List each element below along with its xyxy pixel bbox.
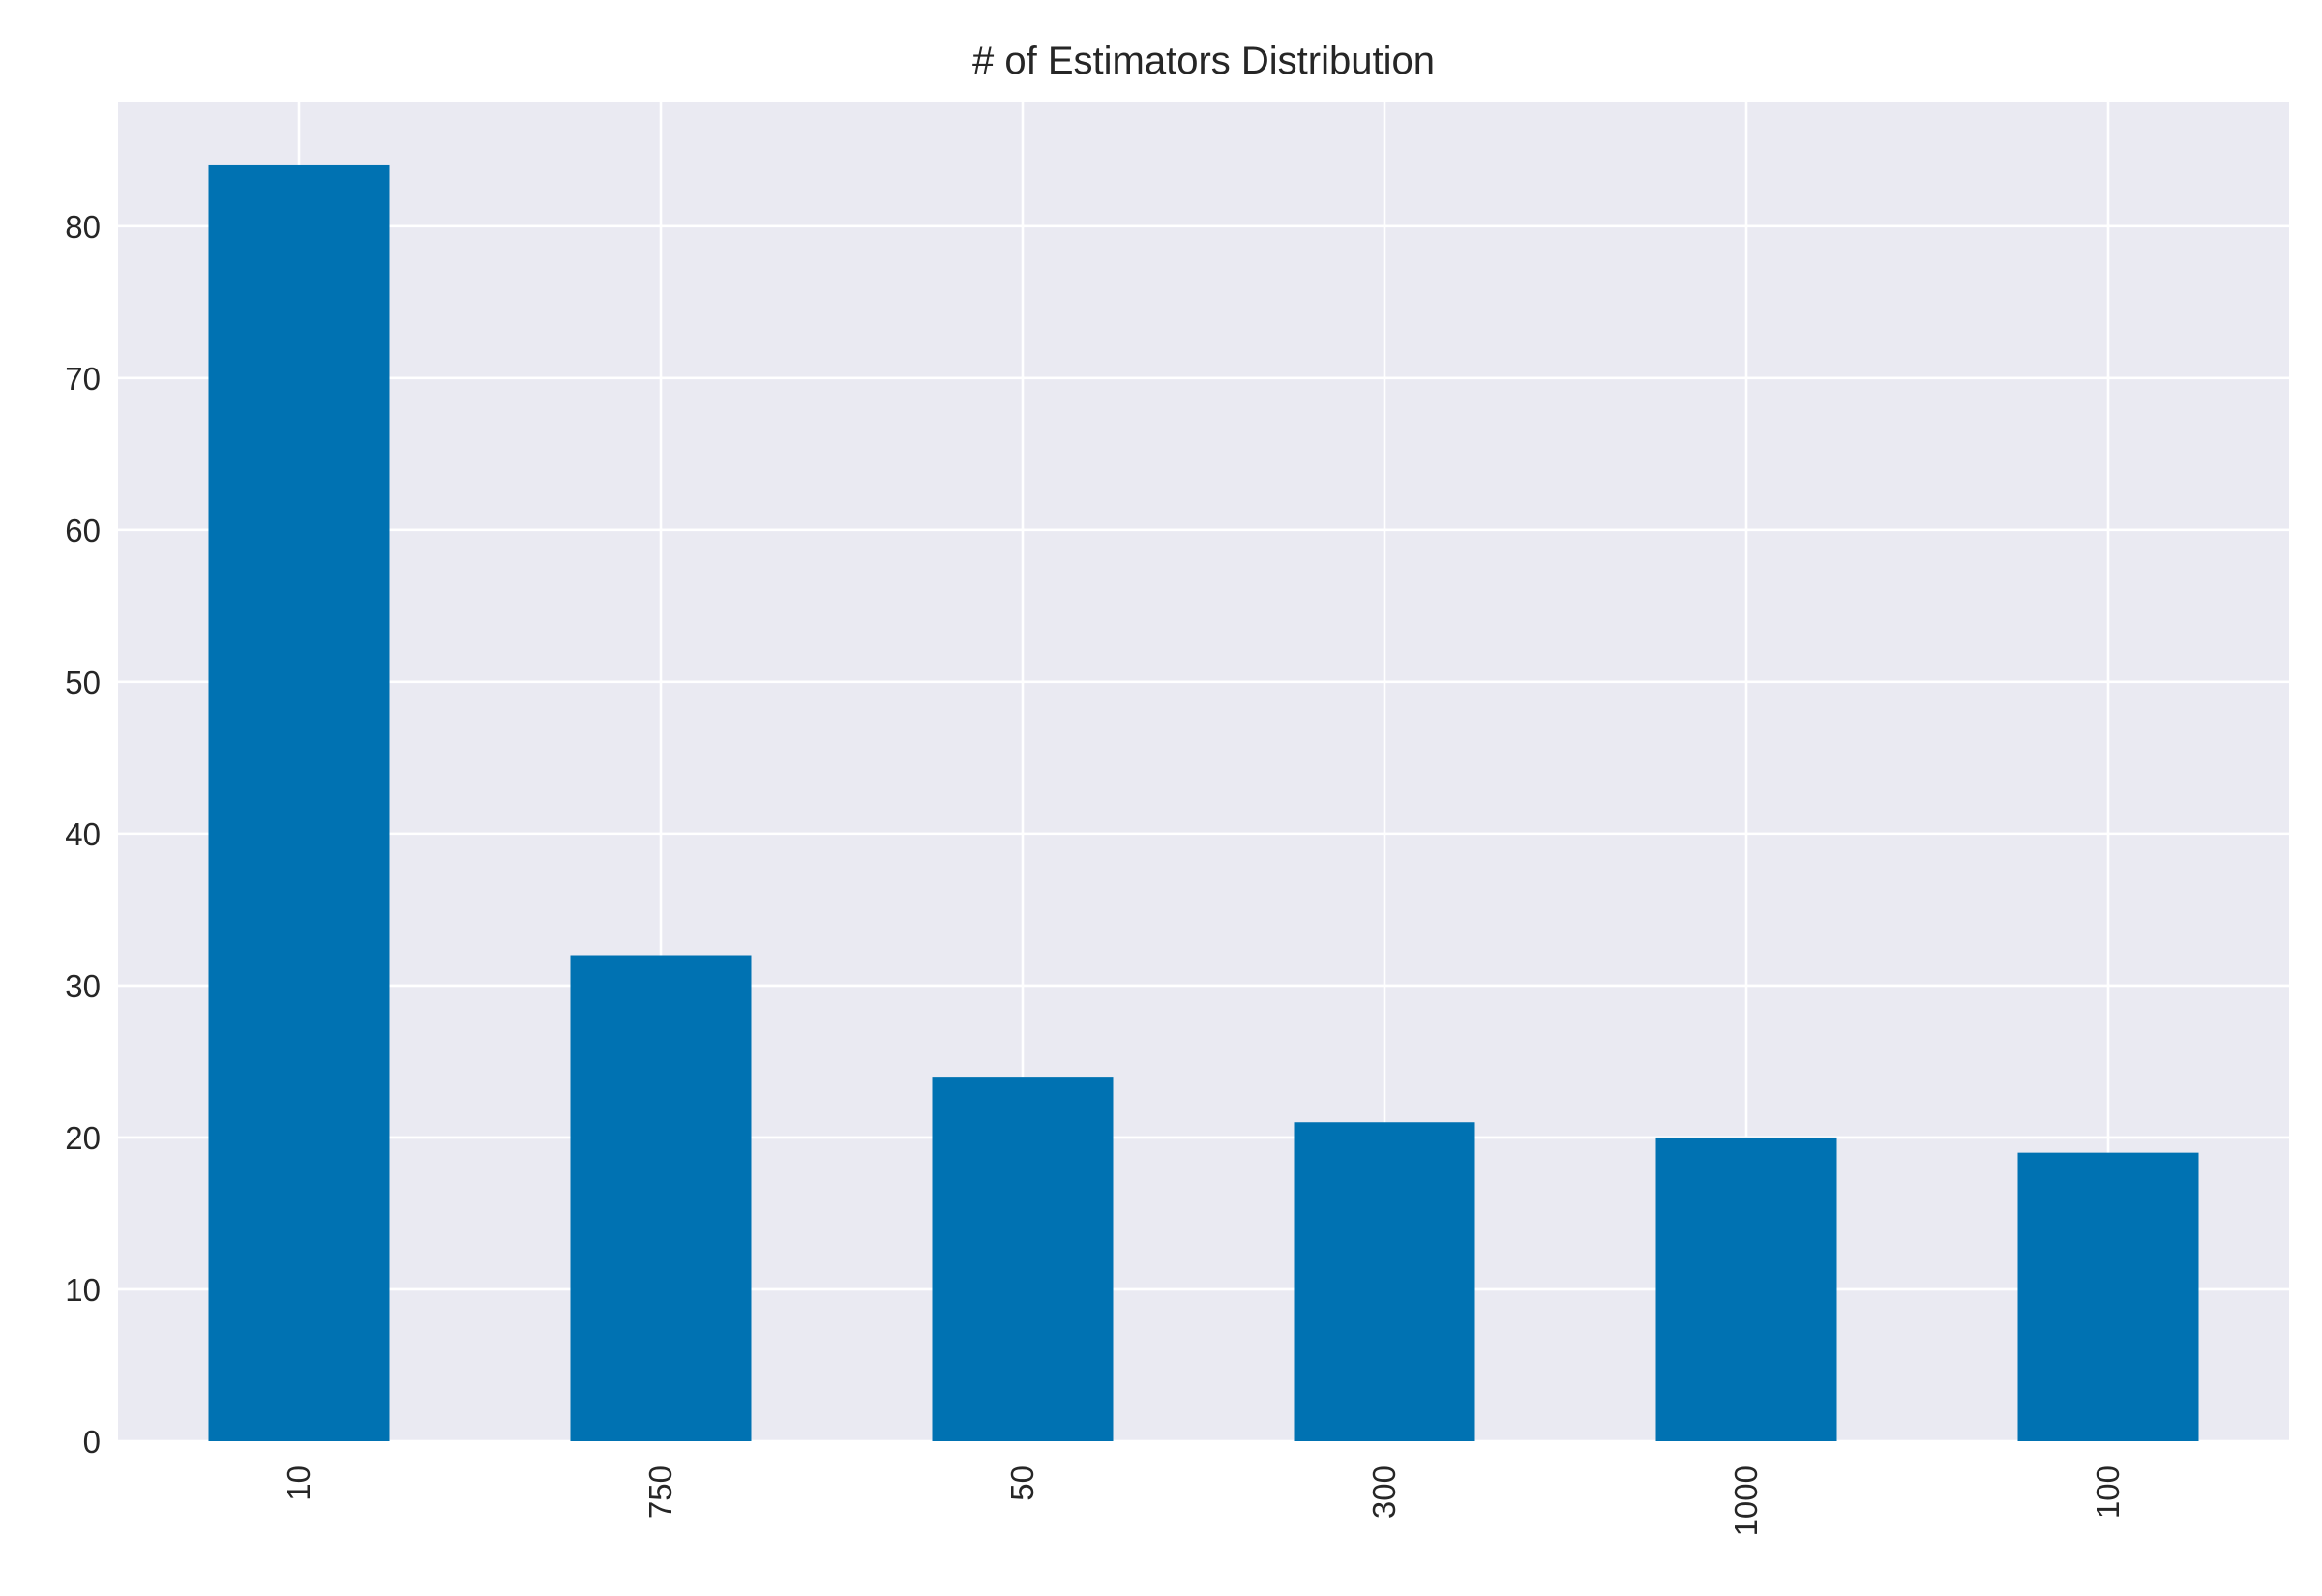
bar-10 [208,164,390,1441]
y-tick-label: 0 [83,1424,101,1460]
x-tick-label: 1000 [1728,1465,1764,1536]
bar-100 [2017,1152,2199,1441]
y-tick-label: 80 [65,209,101,245]
plot-background [118,102,2289,1441]
y-tick-label: 40 [65,816,101,852]
y-axis-ticks: 0 10 20 30 40 50 60 70 80 [65,209,101,1460]
bar-750 [570,955,752,1441]
x-tick-label: 750 [642,1465,678,1519]
x-tick-label: 10 [281,1465,316,1501]
x-tick-label: 50 [1004,1465,1040,1501]
bar-1000 [1655,1137,1837,1441]
bars [208,164,2199,1441]
x-axis-ticks: 10 750 50 300 1000 100 [281,1465,2126,1536]
y-tick-label: 70 [65,361,101,397]
y-tick-label: 30 [65,968,101,1004]
x-tick-label: 100 [2090,1465,2126,1519]
x-tick-label: 300 [1366,1465,1402,1519]
y-tick-label: 20 [65,1120,101,1156]
bar-300 [1294,1122,1475,1441]
bar-50 [932,1077,1114,1441]
y-tick-label: 10 [65,1272,101,1308]
chart-title: # of Estimators Distribution [972,40,1435,82]
y-tick-label: 60 [65,513,101,548]
y-tick-label: 50 [65,665,101,700]
